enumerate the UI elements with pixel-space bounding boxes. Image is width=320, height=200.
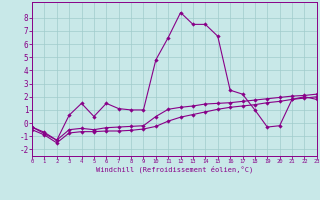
X-axis label: Windchill (Refroidissement éolien,°C): Windchill (Refroidissement éolien,°C) <box>96 166 253 173</box>
